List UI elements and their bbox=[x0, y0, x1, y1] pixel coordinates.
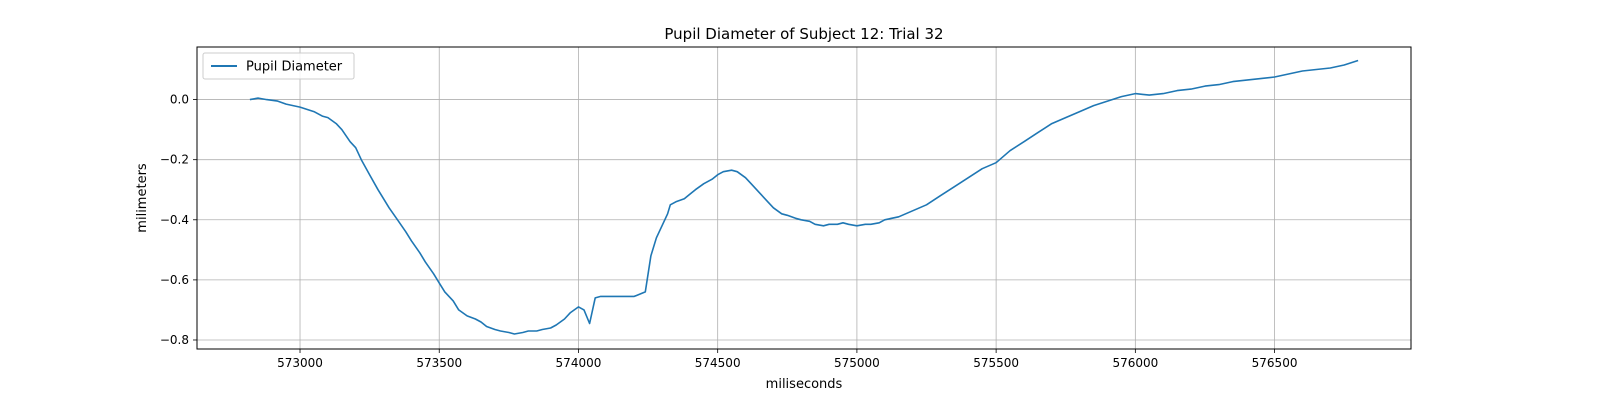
x-axis-ticks: 573000 573500 574000 574500 575000 575500 5760… bbox=[277, 349, 1297, 370]
x-tick-label: 574500 bbox=[695, 356, 741, 370]
plot-area-frame bbox=[196, 46, 1412, 350]
legend-box bbox=[202, 52, 355, 80]
x-tick-label: 573500 bbox=[416, 356, 462, 370]
x-tick-label: 576000 bbox=[1112, 356, 1158, 370]
y-tick-label: 0.0 bbox=[170, 93, 189, 107]
y-tick-label: −0.2 bbox=[160, 153, 189, 167]
x-tick-label: 573000 bbox=[277, 356, 323, 370]
chart-title: Pupil Diameter of Subject 12: Trial 32 bbox=[664, 25, 943, 43]
x-axis-label: miliseconds bbox=[766, 377, 843, 392]
y-axis-ticks: 0.0 −0.2 −0.4 −0.6 −0.8 bbox=[160, 93, 197, 347]
x-tick-label: 576500 bbox=[1252, 356, 1298, 370]
series-line bbox=[249, 59, 1359, 335]
legend: Pupil Diameter bbox=[202, 52, 355, 80]
x-tick-label: 575000 bbox=[834, 356, 880, 370]
legend-label: Pupil Diameter bbox=[246, 60, 343, 75]
x-tick-label: 574000 bbox=[556, 356, 602, 370]
y-tick-label: −0.8 bbox=[160, 333, 189, 347]
x-tick-label: 575500 bbox=[973, 356, 1019, 370]
y-tick-label: −0.6 bbox=[160, 273, 189, 287]
y-axis-label: milimeters bbox=[135, 163, 150, 233]
series-layer bbox=[249, 59, 1359, 335]
y-tick-label: −0.4 bbox=[160, 213, 189, 227]
